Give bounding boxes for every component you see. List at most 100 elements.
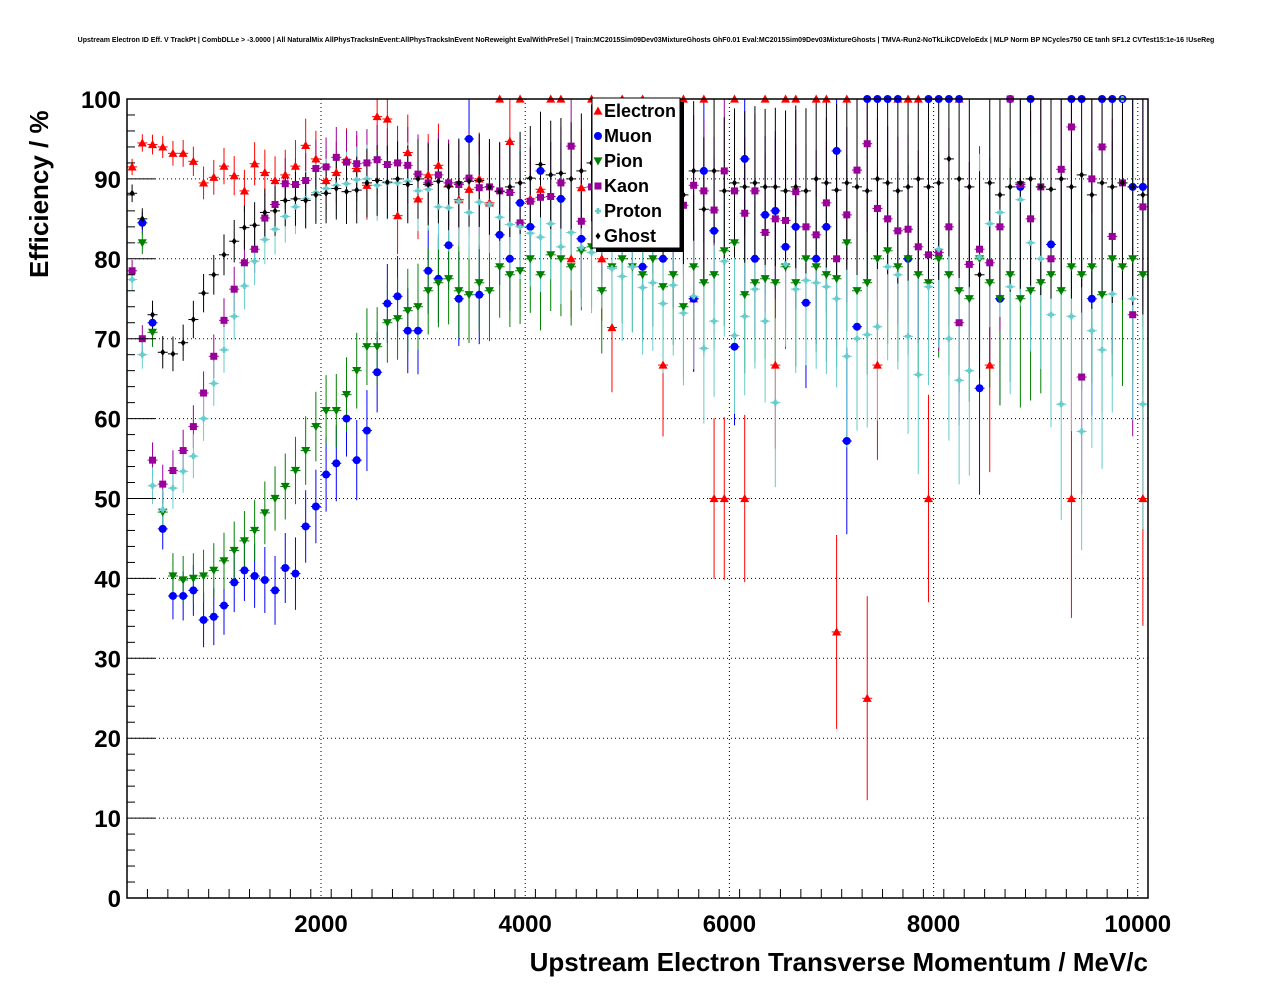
pion-point xyxy=(290,466,300,476)
pion-point xyxy=(168,572,178,581)
proton-point xyxy=(843,353,850,360)
proton-point xyxy=(435,203,442,210)
proton-point xyxy=(210,380,217,387)
ghost-point xyxy=(1130,183,1136,191)
pion-point xyxy=(209,566,219,575)
kaon-point xyxy=(812,231,820,239)
muon-point xyxy=(638,262,647,271)
muon-point xyxy=(230,578,239,587)
legend-label-kaon: Kaon xyxy=(604,176,649,196)
kaon-point xyxy=(526,197,534,205)
ghost-point xyxy=(578,167,584,175)
muon-point xyxy=(250,572,259,581)
pion-point xyxy=(219,557,229,566)
chart-title: Upstream Electron ID Eff. V TrackPt | Co… xyxy=(78,37,1215,44)
pion-point xyxy=(280,482,290,492)
proton-point xyxy=(169,485,176,492)
proton-point xyxy=(1017,196,1024,203)
legend-label-electron: Electron xyxy=(604,101,676,121)
y-tick-label: 50 xyxy=(94,487,121,514)
ghost-point xyxy=(1038,183,1044,191)
proton-point xyxy=(782,261,789,268)
proton-point xyxy=(1139,401,1146,408)
electron-point xyxy=(270,175,280,185)
muon-point xyxy=(444,241,453,250)
kaon-point xyxy=(1108,232,1116,240)
legend-marker-electron xyxy=(593,106,603,115)
muon-point xyxy=(373,368,382,377)
electron-point xyxy=(423,170,433,179)
muon-point xyxy=(781,242,790,251)
kaon-point xyxy=(986,259,994,267)
kaon-point xyxy=(434,171,442,179)
pion-point xyxy=(331,407,341,416)
proton-point xyxy=(374,182,381,189)
kaon-point xyxy=(516,219,524,227)
ghost-point xyxy=(292,195,298,203)
pion-point xyxy=(719,247,729,256)
proton-point xyxy=(996,209,1003,216)
muon-point xyxy=(240,566,249,575)
legend-marker-ghost xyxy=(595,232,601,240)
ghost-point xyxy=(211,271,217,279)
kaon-point xyxy=(1057,165,1065,173)
x-tick-label: 2000 xyxy=(294,911,347,938)
electron-point xyxy=(290,161,300,170)
pion-point xyxy=(536,271,546,280)
ghost-point xyxy=(1007,183,1013,191)
kaon-point xyxy=(700,187,708,195)
ghost-point xyxy=(272,207,278,215)
proton-point xyxy=(455,198,462,205)
muon-point xyxy=(148,318,157,327)
proton-point xyxy=(547,220,554,227)
muon-point xyxy=(291,569,300,578)
ghost-point xyxy=(915,175,921,183)
ghost-point xyxy=(170,350,176,358)
proton-point xyxy=(414,187,421,194)
ghost-point xyxy=(1089,191,1095,199)
kaon-point xyxy=(373,156,381,164)
kaon-point xyxy=(363,159,371,167)
ghost-point xyxy=(139,215,145,223)
muon-point xyxy=(383,299,392,308)
electron-point xyxy=(862,693,872,702)
pion-point xyxy=(1066,263,1076,272)
proton-point xyxy=(220,346,227,353)
muon-point xyxy=(801,298,810,307)
muon-point xyxy=(740,154,749,163)
electron-point xyxy=(832,627,842,636)
proton-point xyxy=(292,203,299,210)
ghost-point xyxy=(384,178,390,186)
proton-point xyxy=(190,453,197,460)
muon-point xyxy=(761,210,770,219)
kaon-point xyxy=(955,319,963,327)
proton-point xyxy=(129,276,136,283)
proton-point xyxy=(261,236,268,243)
kaon-point xyxy=(210,352,218,360)
kaon-point xyxy=(332,153,340,161)
pion-point xyxy=(872,255,882,264)
kaon-point xyxy=(169,467,177,475)
ghost-point xyxy=(150,311,156,319)
legend: Electron Muon Pion Kaon Proton Ghost xyxy=(591,97,684,252)
kaon-point xyxy=(1047,255,1055,263)
pion-point xyxy=(423,287,433,296)
pion-point xyxy=(250,526,260,535)
ghost-point xyxy=(364,179,370,187)
muon-point xyxy=(475,290,484,299)
muon-point xyxy=(393,292,402,301)
electron-point xyxy=(280,170,290,179)
ghost-point xyxy=(885,179,891,187)
pion-point xyxy=(352,367,362,376)
electron-point xyxy=(250,159,260,168)
electron-point xyxy=(413,194,423,203)
electron-point xyxy=(260,168,270,177)
proton-point xyxy=(180,468,187,475)
ghost-point xyxy=(548,171,554,179)
proton-point xyxy=(619,273,626,280)
pion-point xyxy=(495,263,505,272)
kaon-point xyxy=(720,167,728,175)
kaon-point xyxy=(873,204,881,212)
y-tick-label: 70 xyxy=(94,327,121,354)
